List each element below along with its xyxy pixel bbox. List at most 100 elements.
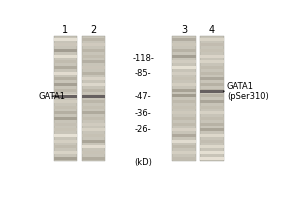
Bar: [172, 55, 196, 58]
Bar: [172, 38, 196, 41]
Bar: [172, 60, 196, 63]
Bar: [200, 72, 224, 75]
Bar: [82, 38, 105, 41]
Bar: [172, 83, 196, 86]
Bar: [82, 77, 105, 80]
Bar: [200, 123, 224, 126]
Bar: [82, 89, 105, 92]
Bar: [54, 106, 77, 109]
Text: -118-: -118-: [132, 54, 154, 63]
Bar: [54, 60, 77, 63]
Bar: [54, 43, 77, 46]
Bar: [54, 72, 77, 75]
Bar: [54, 55, 77, 58]
Bar: [200, 38, 224, 41]
Bar: [172, 36, 196, 161]
Bar: [82, 95, 105, 98]
Bar: [54, 134, 77, 137]
Bar: [172, 117, 196, 120]
Bar: [200, 60, 224, 63]
Bar: [200, 100, 224, 103]
Bar: [172, 145, 196, 148]
Bar: [200, 66, 224, 69]
Text: 1: 1: [62, 25, 68, 35]
Bar: [172, 123, 196, 126]
Bar: [200, 140, 224, 143]
Bar: [54, 77, 77, 80]
Bar: [54, 66, 77, 69]
Bar: [172, 43, 196, 46]
Bar: [200, 117, 224, 120]
Bar: [172, 77, 196, 80]
Bar: [82, 106, 105, 109]
Bar: [200, 77, 224, 80]
Bar: [200, 111, 224, 114]
Bar: [172, 94, 196, 97]
Bar: [172, 151, 196, 154]
Bar: [200, 145, 224, 148]
Text: 3: 3: [181, 25, 187, 35]
Bar: [172, 72, 196, 75]
Bar: [82, 117, 105, 120]
Bar: [82, 123, 105, 126]
Bar: [54, 49, 77, 52]
Bar: [200, 43, 224, 46]
Bar: [54, 83, 77, 86]
Bar: [172, 128, 196, 131]
Bar: [200, 106, 224, 109]
Bar: [172, 111, 196, 114]
Bar: [172, 66, 196, 69]
Bar: [82, 134, 105, 137]
Bar: [172, 106, 196, 109]
Text: GATA1: GATA1: [39, 92, 66, 101]
Bar: [54, 36, 77, 161]
Bar: [82, 43, 105, 46]
Bar: [54, 140, 77, 143]
Text: GATA1
(pSer310): GATA1 (pSer310): [224, 82, 269, 101]
Bar: [82, 140, 105, 143]
Bar: [54, 128, 77, 131]
Bar: [54, 151, 77, 154]
Text: -26-: -26-: [135, 125, 152, 134]
Bar: [200, 90, 224, 93]
Bar: [82, 36, 105, 161]
Bar: [54, 157, 77, 160]
Bar: [82, 100, 105, 103]
Bar: [200, 157, 224, 160]
Bar: [172, 140, 196, 143]
Bar: [82, 94, 105, 97]
Bar: [172, 134, 196, 137]
Bar: [200, 36, 224, 161]
Bar: [54, 38, 77, 41]
Bar: [200, 94, 224, 97]
Bar: [200, 128, 224, 131]
Bar: [54, 95, 77, 98]
Bar: [200, 55, 224, 58]
Bar: [82, 128, 105, 131]
Bar: [54, 111, 77, 114]
Bar: [172, 157, 196, 160]
Bar: [54, 145, 77, 148]
Bar: [200, 49, 224, 52]
Bar: [82, 55, 105, 58]
Bar: [54, 89, 77, 92]
Bar: [54, 100, 77, 103]
Text: 4: 4: [209, 25, 215, 35]
Text: -85-: -85-: [135, 69, 152, 78]
Bar: [54, 123, 77, 126]
Bar: [200, 83, 224, 86]
Text: (kD): (kD): [134, 158, 152, 167]
Bar: [172, 49, 196, 52]
Bar: [82, 111, 105, 114]
Text: 2: 2: [90, 25, 96, 35]
Bar: [82, 66, 105, 69]
Bar: [82, 83, 105, 86]
Bar: [200, 151, 224, 154]
Bar: [82, 157, 105, 160]
Bar: [172, 89, 196, 92]
Bar: [82, 72, 105, 75]
Bar: [200, 89, 224, 92]
Bar: [82, 49, 105, 52]
Bar: [54, 94, 77, 97]
Text: -47-: -47-: [135, 92, 152, 101]
